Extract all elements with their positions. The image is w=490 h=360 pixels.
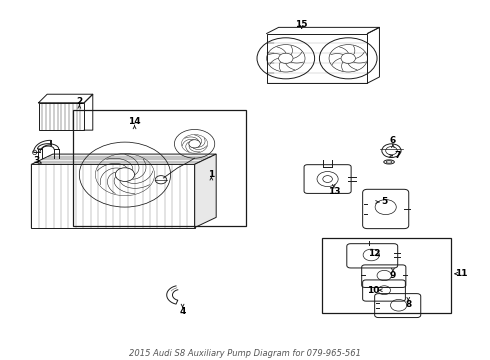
Text: 15: 15	[295, 20, 308, 29]
Text: 14: 14	[128, 117, 141, 126]
Polygon shape	[195, 154, 216, 228]
Text: 1: 1	[208, 170, 215, 179]
Text: 9: 9	[390, 271, 396, 280]
Bar	[73, 110, 246, 226]
Text: 4: 4	[179, 307, 186, 316]
Text: 12: 12	[368, 249, 381, 258]
Bar	[31, 164, 195, 228]
Polygon shape	[31, 154, 216, 164]
Text: 5: 5	[381, 198, 388, 207]
Text: 3: 3	[33, 156, 39, 166]
Text: 11: 11	[455, 269, 467, 278]
Text: 10: 10	[368, 286, 380, 295]
Text: 6: 6	[390, 136, 396, 145]
Bar	[39, 103, 84, 130]
Text: 2015 Audi S8 Auxiliary Pump Diagram for 079-965-561: 2015 Audi S8 Auxiliary Pump Diagram for …	[129, 349, 361, 358]
Text: 13: 13	[328, 187, 340, 196]
Bar	[267, 33, 368, 83]
Bar	[322, 238, 451, 313]
Text: 2: 2	[76, 96, 82, 105]
Text: 7: 7	[394, 151, 401, 160]
Text: 8: 8	[405, 300, 412, 309]
